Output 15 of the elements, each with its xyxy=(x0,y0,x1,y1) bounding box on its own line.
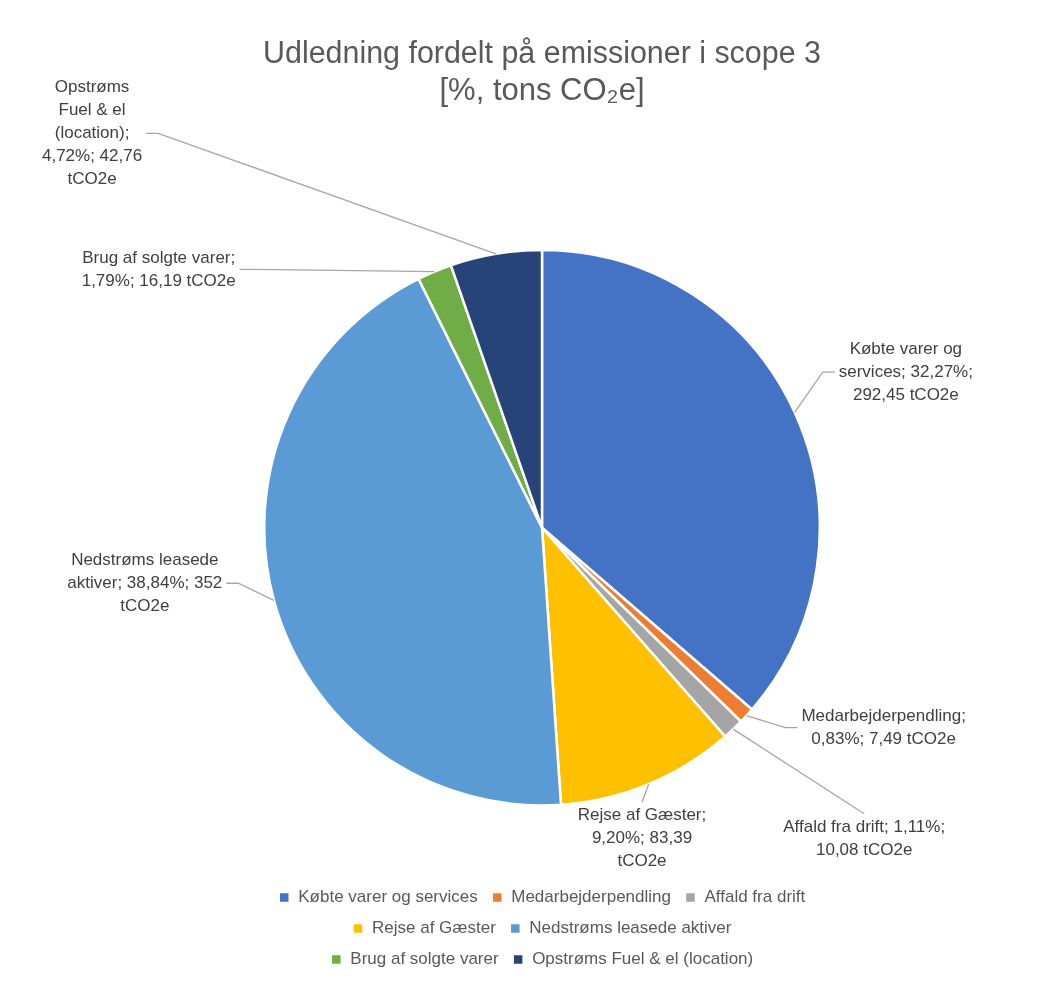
chart-title: Udledning fordelt på emissioner i scope 3 [%, tons CO₂e] xyxy=(263,34,821,108)
data-label: Medarbejderpendling; 0,83%; 7,49 tCO2e xyxy=(801,705,966,748)
legend-label: Medarbejderpendling xyxy=(511,887,671,907)
data-label: Affald fra drift; 1,11%; 10,08 tCO2e xyxy=(783,816,946,859)
data-label: Købte varer og services; 32,27%; 292,45 tCO2e xyxy=(838,338,973,404)
legend-label: Rejse af Gæster xyxy=(372,918,497,938)
legend-label: Brug af solgte varer xyxy=(350,949,499,969)
data-label: Brug af solgte varer; 1,79%; 16,19 tCO2e xyxy=(81,247,236,290)
data-label: Opstrøms Fuel & el (location); 4,72%; 42,76 tCO2e xyxy=(41,76,143,188)
legend-label: Affald fra drift xyxy=(704,887,806,907)
data-label: Rejse af Gæster; 9,20%; 83,39 tCO2e xyxy=(577,805,707,871)
legend-label: Købte varer og services xyxy=(298,887,478,907)
data-label: Nedstrøms leasede aktiver; 38,84%; 352 tCO2e xyxy=(67,549,223,615)
legend-label: Nedstrøms leasede aktiver xyxy=(529,918,732,938)
legend-label: Opstrøms Fuel & el (location) xyxy=(532,949,754,969)
